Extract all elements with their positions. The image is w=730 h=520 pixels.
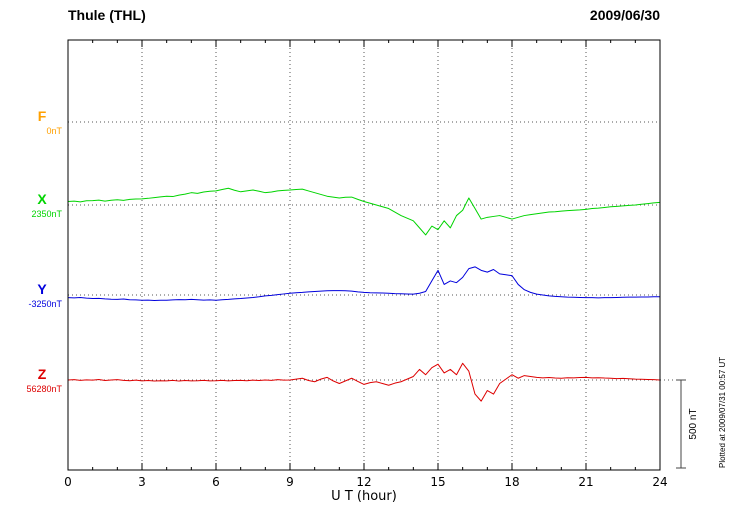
scale-bar: 500 nT <box>676 379 699 469</box>
station-title: Thule (THL) <box>68 7 146 23</box>
x-tick-label: 18 <box>504 475 519 489</box>
x-tick-label: 3 <box>138 475 146 489</box>
x-tick-label: 24 <box>652 475 667 489</box>
channel-baseline-F: 0nT <box>46 126 62 136</box>
channel-letter-F: F <box>38 108 47 124</box>
channel-letter-Y: Y <box>37 281 47 297</box>
channel-letter-Z: Z <box>38 366 47 382</box>
x-tick-label: 9 <box>286 475 294 489</box>
plot-border <box>67 39 661 471</box>
x-tick-label: 6 <box>212 475 220 489</box>
trace-Z <box>67 362 661 402</box>
x-axis-title: U T (hour) <box>331 489 397 504</box>
date-label: 2009/06/30 <box>590 7 660 23</box>
channel-letter-X: X <box>37 191 47 207</box>
scale-bar-label: 500 nT <box>688 408 699 439</box>
trace-X <box>67 187 661 236</box>
channel-baseline-X: 2350nT <box>31 209 62 219</box>
channel-label-Y: Y -3250nT <box>28 281 62 309</box>
channel-label-X: X 2350nT <box>31 191 62 219</box>
plotted-at-note: Plotted at 2009/07/31 00:57 UT <box>718 357 727 468</box>
x-tick-label: 0 <box>64 475 72 489</box>
channel-label-F: F 0nT <box>38 108 63 136</box>
grid-lines <box>68 40 681 470</box>
x-tick-label: 15 <box>430 475 445 489</box>
trace-Y <box>67 266 660 301</box>
channel-baseline-Z: 56280nT <box>26 384 62 394</box>
data-traces <box>67 187 661 402</box>
channel-label-Z: Z 56280nT <box>26 366 62 394</box>
x-tick-label: 12 <box>356 475 371 489</box>
x-tick-label: 21 <box>578 475 593 489</box>
channel-baseline-Y: -3250nT <box>28 299 62 309</box>
x-tick-labels: 0 3 6 9 12 15 18 21 24 <box>64 475 667 489</box>
